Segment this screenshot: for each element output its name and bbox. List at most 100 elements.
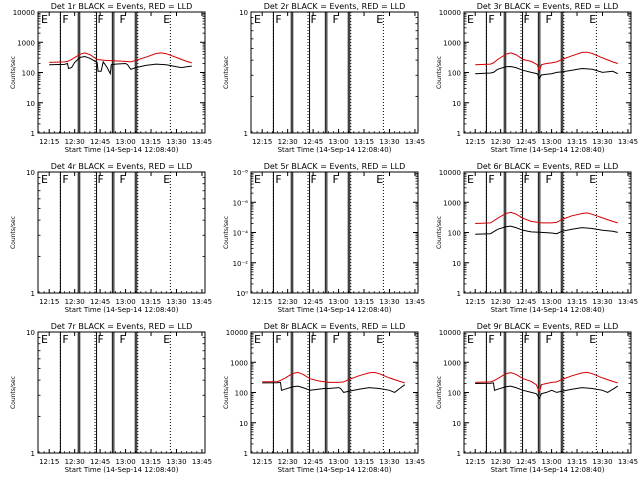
panel-4: Det 4r BLACK = Events, RED = LLD Counts/s… xyxy=(10,162,212,314)
x-tick-label: 13:00 xyxy=(541,298,561,306)
marker-label: E xyxy=(467,13,474,26)
x-tick-label: 13:30 xyxy=(592,458,612,466)
y-tick-label: 1000 xyxy=(17,39,35,47)
marker-label: E xyxy=(41,13,48,26)
panel-title: Det 1r BLACK = Events, RED = LLD xyxy=(51,2,193,11)
y-tick-label: 1000 xyxy=(443,199,461,207)
panel-title: Det 5r BLACK = Events, RED = LLD xyxy=(264,162,406,171)
y-tick-label: 1 xyxy=(457,290,461,298)
x-axis-label: Start Time (14-Sep-14 12:08:40) xyxy=(65,146,179,154)
x-tick-label: 13:45 xyxy=(405,458,425,466)
x-tick-label: 13:45 xyxy=(192,458,212,466)
x-tick-label: 13:45 xyxy=(405,298,425,306)
y-tick-label: 100 xyxy=(22,70,35,78)
marker-label: E xyxy=(589,333,596,346)
marker-label: F xyxy=(524,173,530,186)
x-tick-label: 12:15 xyxy=(252,458,272,466)
marker-label: F xyxy=(332,333,338,346)
x-tick-label: 12:15 xyxy=(465,298,485,306)
x-tick-label: 12:45 xyxy=(303,298,323,306)
events-series-line xyxy=(49,55,192,76)
x-tick-label: 13:15 xyxy=(354,138,374,146)
plot-frame xyxy=(37,331,206,454)
x-tick-label: 12:45 xyxy=(303,458,323,466)
marker-label: F xyxy=(524,13,530,26)
x-tick-label: 13:00 xyxy=(328,458,348,466)
marker-label: F xyxy=(119,173,125,186)
x-axis-label: Start Time (14-Sep-14 12:08:40) xyxy=(65,466,179,474)
x-tick-label: 12:15 xyxy=(465,458,485,466)
marker-label: F xyxy=(311,333,317,346)
marker-label: E xyxy=(589,13,596,26)
x-tick-label: 12:30 xyxy=(65,458,85,466)
y-tick-label: 10000 xyxy=(13,9,35,17)
marker-label: F xyxy=(545,333,551,346)
y-tick-label: 10 xyxy=(26,100,35,108)
x-tick-label: 13:45 xyxy=(618,138,638,146)
lld-series-line xyxy=(49,52,192,64)
marker-label: F xyxy=(311,173,317,186)
y-tick-label: 1 xyxy=(457,450,461,458)
marker-label: F xyxy=(119,13,125,26)
y-tick-label: 1 xyxy=(31,130,35,138)
y-tick-label: 1000 xyxy=(230,359,248,367)
marker-label: F xyxy=(332,173,338,186)
x-tick-label: 13:30 xyxy=(166,458,186,466)
marker-label: E xyxy=(254,13,261,26)
marker-label: F xyxy=(488,333,494,346)
x-tick-label: 12:30 xyxy=(65,138,85,146)
marker-label: F xyxy=(98,13,104,26)
marker-label: E xyxy=(41,333,48,346)
x-tick-label: 13:15 xyxy=(567,458,587,466)
y-tick-label: 1 xyxy=(244,450,248,458)
x-axis-label: Start Time (14-Sep-14 12:08:40) xyxy=(65,306,179,314)
plot-frame xyxy=(463,171,632,294)
panel-2: Det 2r BLACK = Events, RED = LLD Counts/s… xyxy=(223,2,425,154)
plot-frame xyxy=(37,171,206,294)
y-tick-label: 10 xyxy=(26,329,35,337)
y-tick-label: 1000 xyxy=(443,39,461,47)
y-tick-label: 1 xyxy=(31,290,35,298)
x-tick-label: 13:30 xyxy=(379,138,399,146)
y-axis-label: Counts/sec xyxy=(223,216,230,249)
marker-label: F xyxy=(275,333,281,346)
events-series-line xyxy=(475,382,619,400)
lld-series-line xyxy=(475,51,618,73)
marker-label: F xyxy=(62,333,68,346)
plot-frame xyxy=(250,11,419,134)
y-tick-label: 10⁻⁴ xyxy=(233,230,249,238)
marker-label: F xyxy=(545,13,551,26)
panel-title: Det 3r BLACK = Events, RED = LLD xyxy=(477,2,619,11)
x-tick-label: 13:30 xyxy=(166,138,186,146)
panel-title: Det 8r BLACK = Events, RED = LLD xyxy=(264,322,406,331)
panel-1: Det 1r BLACK = Events, RED = LLD Counts/s… xyxy=(10,2,212,154)
marker-label: E xyxy=(254,333,261,346)
x-tick-label: 13:15 xyxy=(141,298,161,306)
y-tick-label: 10 xyxy=(452,420,461,428)
y-axis-label: Counts/sec xyxy=(436,216,443,249)
y-tick-label: 10 xyxy=(239,420,248,428)
x-tick-label: 12:45 xyxy=(516,298,536,306)
x-tick-label: 13:00 xyxy=(328,138,348,146)
y-axis-label: Counts/sec xyxy=(10,56,17,89)
x-tick-label: 12:15 xyxy=(39,458,59,466)
y-tick-label: 10000 xyxy=(439,9,461,17)
x-tick-label: 12:30 xyxy=(278,138,298,146)
x-tick-label: 13:45 xyxy=(192,298,212,306)
y-tick-label: 1 xyxy=(244,130,248,138)
y-tick-label: 100 xyxy=(448,230,461,238)
y-tick-label: 10 xyxy=(239,9,248,17)
panel-7: Det 7r BLACK = Events, RED = LLD Counts/s… xyxy=(10,322,212,474)
x-tick-label: 12:15 xyxy=(39,298,59,306)
y-tick-label: 1 xyxy=(457,130,461,138)
x-tick-label: 12:45 xyxy=(90,298,110,306)
x-tick-label: 13:15 xyxy=(354,458,374,466)
y-tick-label: 100 xyxy=(235,390,248,398)
panel-3: Det 3r BLACK = Events, RED = LLD Counts/s… xyxy=(436,2,638,154)
marker-label: F xyxy=(311,13,317,26)
marker-label: F xyxy=(488,173,494,186)
y-tick-label: 10⁻⁶ xyxy=(233,199,249,207)
marker-label: F xyxy=(488,13,494,26)
x-tick-label: 12:15 xyxy=(39,138,59,146)
